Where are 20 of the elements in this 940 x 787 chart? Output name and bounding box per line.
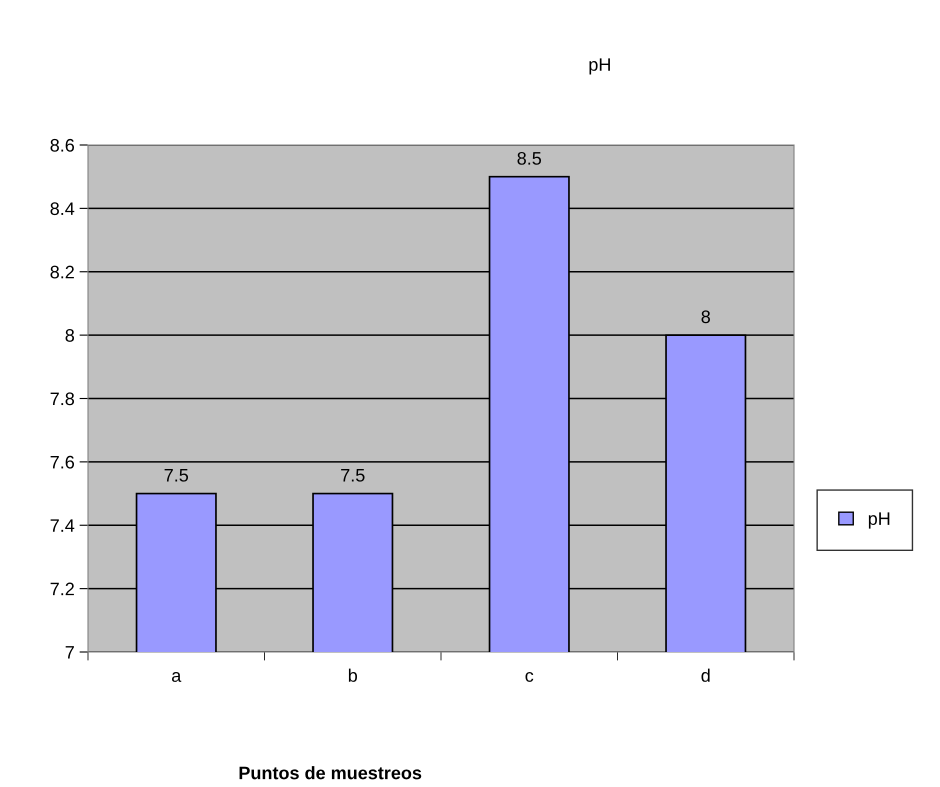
x-tick-label: c <box>526 672 534 682</box>
y-tick-label: 8.4 <box>50 202 74 216</box>
data-label: 8 <box>702 310 710 324</box>
x-axis-title: Puntos de muestreos <box>240 766 422 780</box>
y-tick-label: 7.6 <box>50 456 74 469</box>
chart-title: pH <box>589 58 610 75</box>
x-tick-label: a <box>172 672 182 682</box>
y-tick-label: 7.2 <box>50 582 74 596</box>
legend-label: pH <box>868 512 890 529</box>
y-tick-label: 8.2 <box>50 266 74 278</box>
x-tick-label: d <box>701 668 710 682</box>
data-label: 7.5 <box>164 469 188 482</box>
y-tick-label: 7.4 <box>50 519 74 532</box>
data-label: 8.5 <box>517 152 542 165</box>
y-tick-label: 8 <box>66 329 74 342</box>
y-tick-label: 8.6 <box>50 138 74 152</box>
y-tick-label: 7 <box>66 646 74 659</box>
y-tick-label: 7.8 <box>50 392 74 406</box>
data-label: 7.5 <box>341 469 365 482</box>
x-tick-label: b <box>348 668 358 682</box>
